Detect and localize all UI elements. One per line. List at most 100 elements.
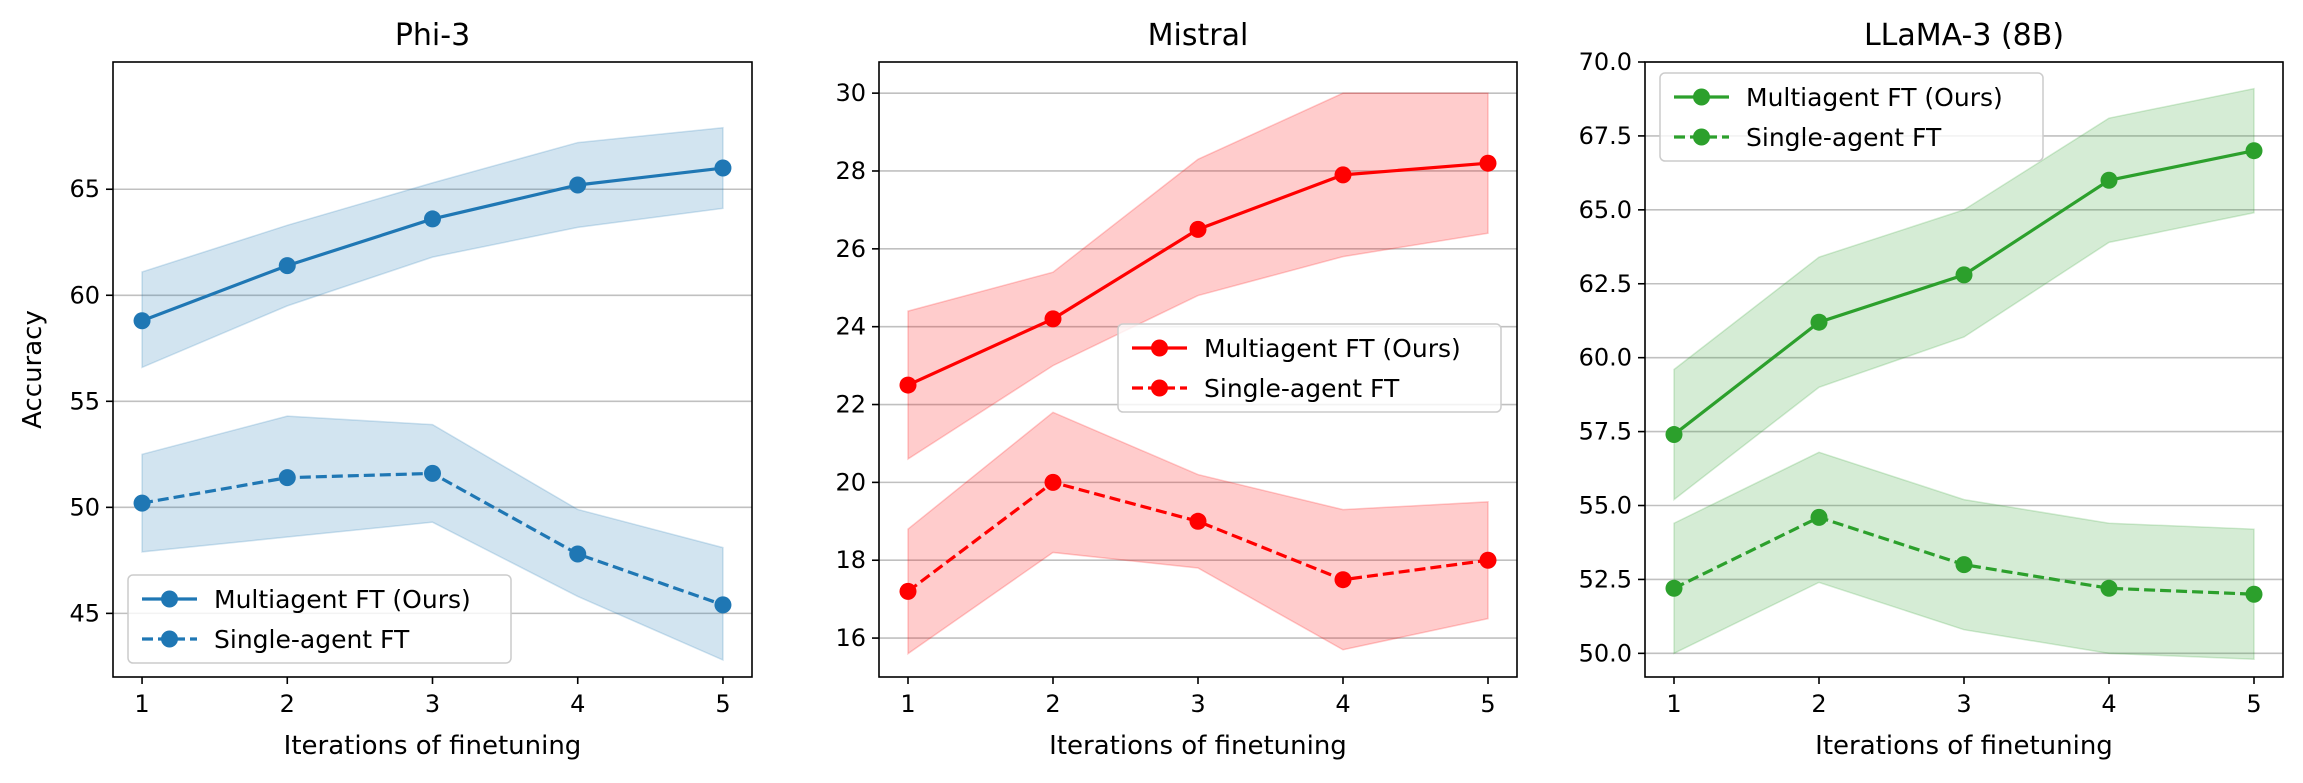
data-point <box>1189 220 1207 238</box>
x-tick-label: 1 <box>1666 690 1681 718</box>
data-point <box>899 376 917 394</box>
data-point <box>2245 142 2263 160</box>
y-tick-label: 55 <box>69 387 100 415</box>
data-point <box>1810 508 1828 526</box>
data-point <box>569 176 587 194</box>
x-tick-label: 4 <box>570 690 585 718</box>
data-point <box>1810 313 1828 331</box>
data-point <box>714 596 732 614</box>
y-tick-label: 57.5 <box>1579 418 1632 446</box>
y-tick-label: 52.5 <box>1579 565 1632 593</box>
data-point <box>714 159 732 177</box>
data-point <box>1334 571 1352 589</box>
x-tick-label: 5 <box>715 690 730 718</box>
data-point <box>1044 310 1062 328</box>
data-point <box>1334 166 1352 184</box>
legend-marker <box>1693 88 1710 106</box>
legend-item: Single-agent FT <box>142 625 410 654</box>
panel-title: Mistral <box>1148 18 1249 53</box>
x-tick-label: 2 <box>280 690 295 718</box>
data-point <box>424 210 441 228</box>
data-point <box>1044 473 1062 491</box>
y-tick-label: 24 <box>835 313 866 341</box>
confidence-band <box>1673 87 2255 502</box>
data-point <box>133 312 151 330</box>
legend-box <box>1659 72 2044 162</box>
data-point <box>2100 171 2118 189</box>
series-line <box>907 480 1489 593</box>
x-tick-label: 2 <box>1045 690 1060 718</box>
x-tick-label: 1 <box>134 690 149 718</box>
y-tick-label: 26 <box>835 235 866 263</box>
legend-marker <box>161 630 178 648</box>
legend-marker <box>1151 379 1168 397</box>
data-point <box>278 257 296 275</box>
x-tick-label: 1 <box>900 690 915 718</box>
legend-label: Single-agent FT <box>1204 374 1400 403</box>
x-axis-label: Iterations of finetuning <box>1049 731 1347 761</box>
y-tick-label: 20 <box>835 468 866 496</box>
data-point <box>1955 266 1973 284</box>
data-point <box>1665 579 1683 597</box>
x-tick-label: 4 <box>2101 690 2116 718</box>
x-axis-label: Iterations of finetuning <box>1815 731 2113 761</box>
x-tick-label: 3 <box>425 690 440 718</box>
data-point <box>2245 585 2263 603</box>
data-point <box>1479 154 1497 172</box>
data-point <box>133 494 151 512</box>
y-tick-label: 18 <box>835 546 866 574</box>
data-point <box>1955 556 1973 574</box>
y-tick-label: 50.0 <box>1579 639 1632 667</box>
data-point <box>278 469 296 487</box>
x-tick-label: 4 <box>1335 690 1350 718</box>
y-tick-label: 67.5 <box>1579 122 1632 150</box>
data-point <box>569 545 587 563</box>
legend-marker <box>161 590 178 608</box>
legend-marker <box>1693 128 1710 146</box>
panel-llama-3-8b: 1 2 3 4 5 50.0 52.5 55.0 57.5 60.0 62.5 65.0 67.5 70.… <box>1579 18 2284 761</box>
legend-label: Single-agent FT <box>1746 123 1942 152</box>
y-tick-label: 65.0 <box>1579 196 1632 224</box>
data-point <box>1665 426 1683 444</box>
y-tick-label: 55.0 <box>1579 492 1632 520</box>
y-tick-label: 30 <box>835 79 866 107</box>
y-axis-label: Accuracy <box>18 310 48 429</box>
confidence-band <box>141 126 724 369</box>
confidence-band <box>907 411 1489 656</box>
legend-item: Multiagent FT (Ours) <box>1132 334 1461 363</box>
y-tick-label: 65 <box>69 175 100 203</box>
data-point <box>2100 579 2118 597</box>
legend-box <box>1117 323 1502 413</box>
data-point <box>1479 551 1497 569</box>
confidence-band <box>1673 451 2255 661</box>
y-tick-label: 50 <box>69 493 100 521</box>
y-tick-label: 16 <box>835 624 866 652</box>
data-point <box>424 464 441 482</box>
legend-label: Multiagent FT (Ours) <box>214 585 471 614</box>
panel-title: Phi-3 <box>395 18 470 53</box>
legend-label: Multiagent FT (Ours) <box>1746 83 2003 112</box>
x-tick-label: 3 <box>1190 690 1205 718</box>
y-tick-label: 70.0 <box>1579 48 1632 76</box>
y-tick-label: 60 <box>69 281 100 309</box>
legend-label: Multiagent FT (Ours) <box>1204 334 1461 363</box>
legend-label: Single-agent FT <box>214 625 410 654</box>
x-tick-label: 3 <box>1956 690 1971 718</box>
x-tick-label: 2 <box>1811 690 1826 718</box>
legend-item: Multiagent FT (Ours) <box>1674 83 2003 112</box>
y-tick-label: 60.0 <box>1579 344 1632 372</box>
y-tick-label: 62.5 <box>1579 270 1632 298</box>
legend-box <box>127 574 512 664</box>
legend-item: Single-agent FT <box>1674 123 1942 152</box>
confidence-band <box>907 92 1489 461</box>
x-axis-label: Iterations of finetuning <box>284 731 582 761</box>
data-point <box>899 582 917 600</box>
legend-item: Multiagent FT (Ours) <box>142 585 471 614</box>
legend: Multiagent FT (Ours) Single-agent FT <box>1659 72 2044 162</box>
legend-item: Single-agent FT <box>1132 374 1400 403</box>
data-point <box>1189 512 1207 530</box>
x-tick-label: 5 <box>2246 690 2261 718</box>
panel-title: LLaMA-3 (8B) <box>1864 18 2064 53</box>
